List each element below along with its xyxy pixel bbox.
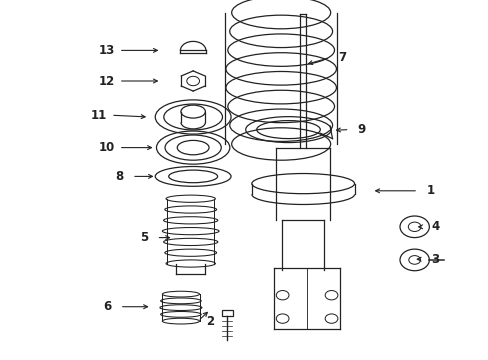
Text: 3: 3: [430, 253, 438, 266]
Bar: [222, 310, 232, 316]
Text: 11: 11: [90, 109, 107, 122]
Text: 7: 7: [338, 51, 346, 64]
Text: 12: 12: [98, 75, 115, 87]
Text: 10: 10: [98, 141, 115, 154]
Text: 5: 5: [140, 231, 148, 244]
Text: 13: 13: [98, 44, 115, 57]
Text: 1: 1: [426, 184, 433, 197]
Text: 6: 6: [103, 300, 111, 313]
Text: 9: 9: [357, 123, 365, 136]
Text: 8: 8: [116, 170, 123, 183]
Text: 2: 2: [206, 315, 214, 328]
Text: 4: 4: [430, 220, 438, 233]
